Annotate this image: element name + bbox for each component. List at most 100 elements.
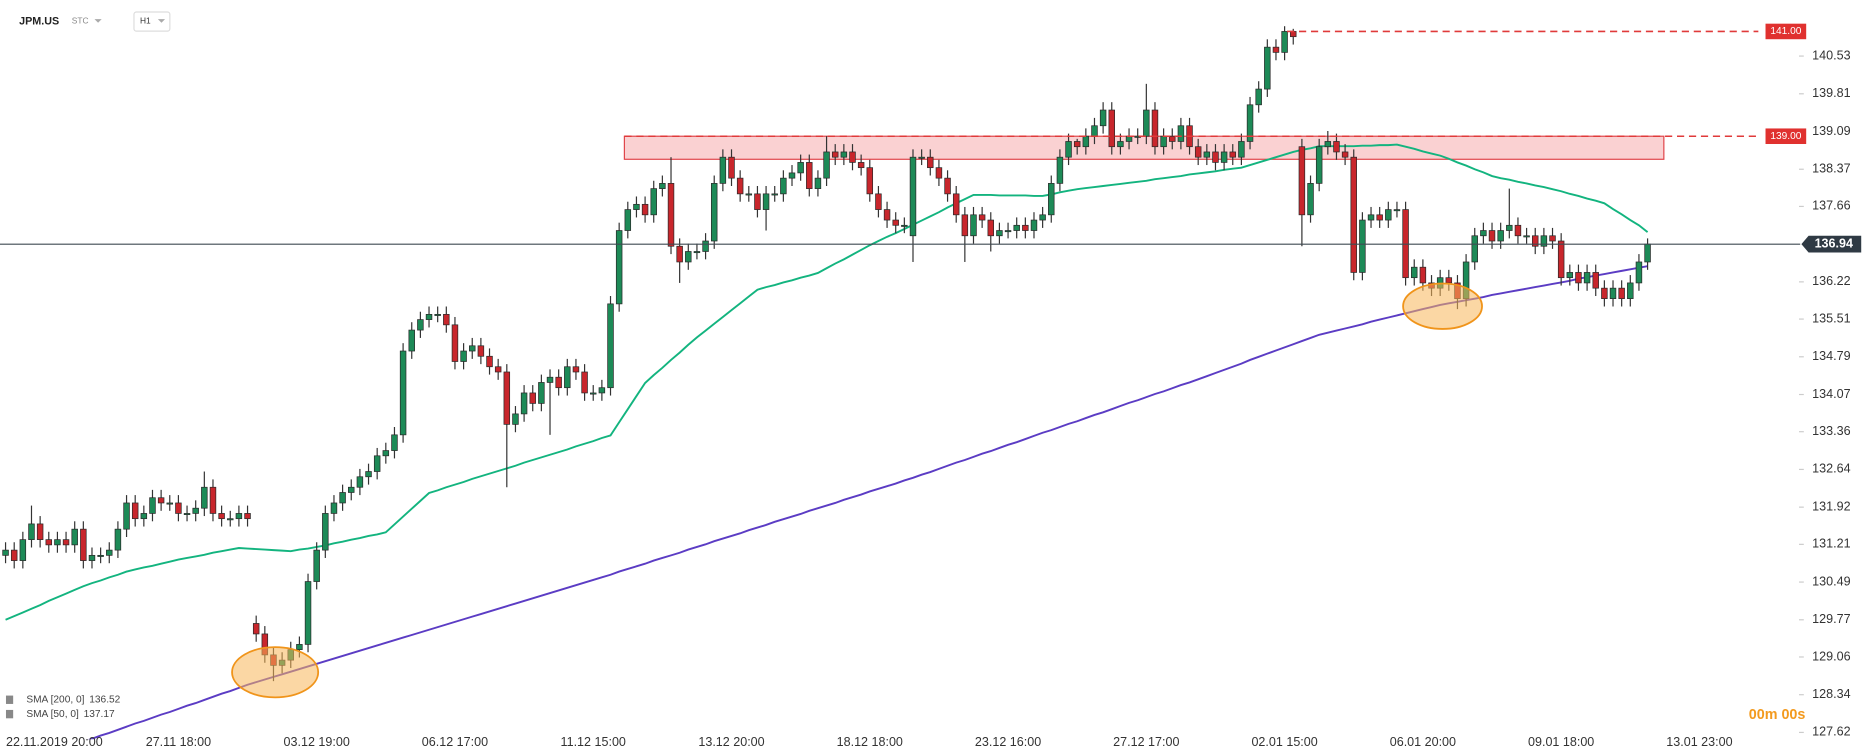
y-tick-label: 136.22 xyxy=(1812,274,1850,288)
candle-body xyxy=(399,350,407,436)
candle-body xyxy=(36,523,44,540)
candle-body xyxy=(780,177,787,195)
candle-body xyxy=(970,214,977,237)
candle-body xyxy=(961,214,969,237)
candle-body xyxy=(702,240,709,252)
candle-body xyxy=(391,434,398,451)
timeframe-box[interactable] xyxy=(133,11,171,32)
candle-body xyxy=(1030,219,1038,231)
candle-body xyxy=(1091,125,1098,137)
candle-body xyxy=(797,162,804,174)
timeframe[interactable]: H1 xyxy=(140,16,151,26)
candle-body xyxy=(114,528,122,551)
candle-body xyxy=(650,188,657,216)
candle-body xyxy=(1238,141,1245,158)
candle-body xyxy=(201,486,208,509)
candle-body xyxy=(1480,230,1487,237)
candle-body xyxy=(460,350,467,362)
y-tick-label: 139.81 xyxy=(1812,86,1850,100)
candle-body xyxy=(175,502,182,514)
candle-body xyxy=(1393,209,1401,212)
candle-body xyxy=(218,513,225,520)
candle-body xyxy=(417,319,424,331)
candle-body xyxy=(1022,224,1029,231)
candle-body xyxy=(831,151,839,158)
y-tick-label: 134.07 xyxy=(1812,387,1850,401)
candle-body xyxy=(546,376,554,383)
x-tick-label: 13.12 20:00 xyxy=(698,735,764,749)
candle-body xyxy=(1125,135,1133,142)
legend-value: 137.17 xyxy=(84,709,115,720)
candle-body xyxy=(356,476,364,488)
candle-body xyxy=(529,392,536,404)
candle-body xyxy=(1082,135,1090,148)
candle-body xyxy=(1281,31,1288,53)
level-label-box xyxy=(1765,23,1807,40)
candle-body xyxy=(538,382,545,404)
candle-body xyxy=(1177,125,1185,142)
plot-area xyxy=(2,26,1665,740)
candle-body xyxy=(1315,146,1323,184)
level-label: 141.00 xyxy=(1770,26,1801,37)
candle-body xyxy=(486,355,493,368)
candle-body xyxy=(1004,230,1012,233)
candle-body xyxy=(227,518,234,521)
dropdown-caret[interactable] xyxy=(94,19,102,23)
candle-body xyxy=(1385,209,1392,221)
candle-body xyxy=(615,230,623,305)
x-tick-label: 02.01 15:00 xyxy=(1251,735,1317,749)
candle-body xyxy=(1497,230,1504,242)
candle-body xyxy=(1333,141,1340,153)
y-tick-label: 135.51 xyxy=(1812,311,1850,325)
x-tick-label: 13.01 23:00 xyxy=(1666,735,1732,749)
candle-body xyxy=(1229,151,1236,158)
candle-body xyxy=(1073,141,1081,148)
candle-body xyxy=(1627,282,1634,299)
x-tick-label: 27.11 18:00 xyxy=(146,735,211,749)
candle-body xyxy=(408,329,415,352)
candle-body xyxy=(952,193,960,216)
candle-body xyxy=(1419,266,1427,284)
candle-body xyxy=(685,251,692,263)
candle-body xyxy=(10,549,18,561)
candle-body xyxy=(1471,235,1478,263)
candle-body xyxy=(1506,224,1513,231)
candle-body xyxy=(477,345,485,357)
y-tick-label: 131.92 xyxy=(1812,499,1850,513)
candle-body xyxy=(564,366,571,389)
candle-body xyxy=(1350,156,1357,273)
x-tick-label: 18.12 18:00 xyxy=(837,735,903,749)
symbol[interactable]: JPM.US xyxy=(19,15,59,27)
candle-body xyxy=(1264,46,1271,90)
candle-body xyxy=(80,528,87,561)
candle-body xyxy=(520,392,528,415)
market[interactable]: STC xyxy=(72,16,89,26)
candle-body xyxy=(339,492,346,504)
candle-body xyxy=(866,167,874,195)
candle-body xyxy=(443,313,450,326)
candle-body xyxy=(1169,135,1176,142)
candle-body xyxy=(1290,31,1297,38)
candle-body xyxy=(1566,272,1574,279)
candle-body xyxy=(209,486,217,514)
dropdown-caret[interactable] xyxy=(157,19,166,23)
candle-body xyxy=(45,539,53,546)
candle-body xyxy=(676,245,683,263)
candle-body xyxy=(1609,287,1617,299)
candle-body xyxy=(1575,272,1582,284)
x-tick-label: 11.12 15:00 xyxy=(561,735,626,749)
candle-body xyxy=(1324,141,1332,148)
candle-body xyxy=(71,528,78,546)
legend-icon xyxy=(5,695,14,704)
y-tick-label: 139.09 xyxy=(1812,124,1850,138)
candle-body xyxy=(62,539,70,546)
candle-body xyxy=(624,209,632,231)
y-tick-label: 129.77 xyxy=(1812,612,1850,626)
candle-body xyxy=(88,554,96,561)
candle-body xyxy=(1212,151,1219,163)
y-tick-label: 133.36 xyxy=(1812,424,1850,438)
timer: 00m 00s xyxy=(1749,707,1806,723)
candle-body xyxy=(555,376,562,389)
